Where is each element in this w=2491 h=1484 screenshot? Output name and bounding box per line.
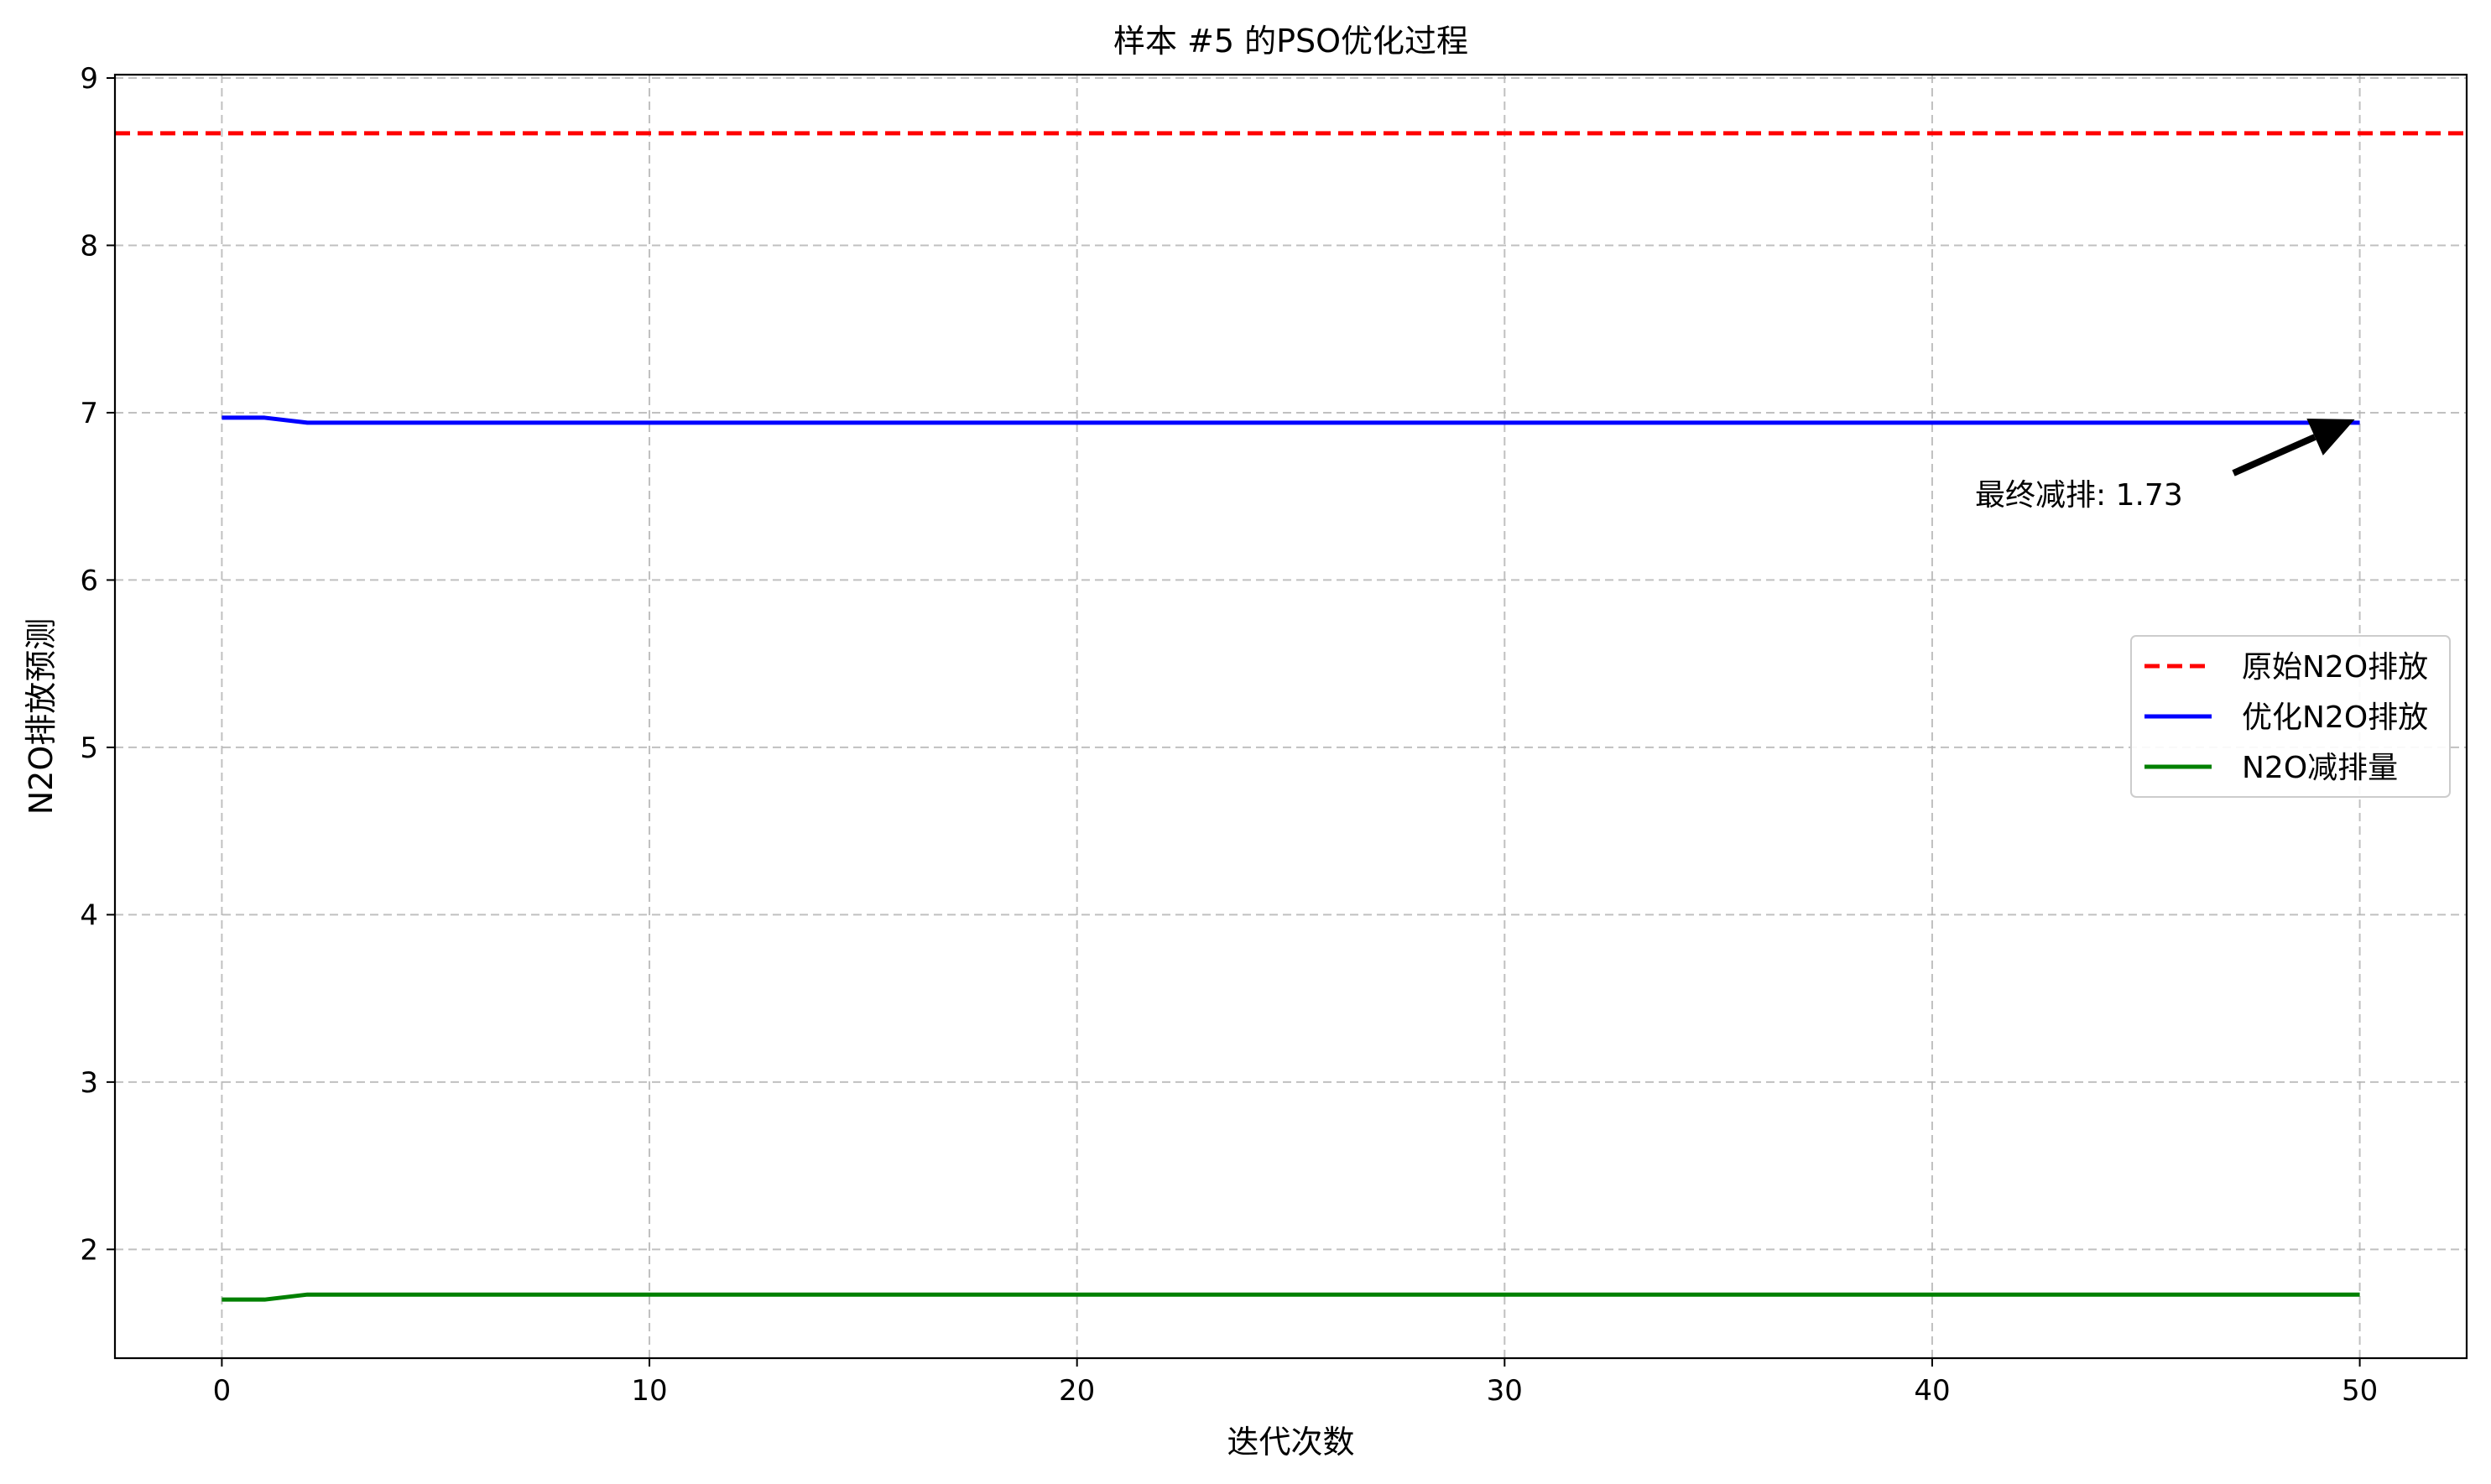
y-tick-label: 2 (80, 1233, 98, 1267)
y-tick-label: 5 (80, 732, 98, 765)
y-axis-label: N2O排放预测 (23, 618, 60, 815)
chart-title: 样本 #5 的PSO优化过程 (1113, 23, 1468, 60)
y-tick-label: 8 (80, 229, 98, 263)
series-line-1 (221, 415, 2360, 425)
y-tick-label: 3 (80, 1066, 98, 1100)
x-axis-ticks: 0 10 20 30 40 50 (213, 1358, 2378, 1408)
annotation: 最终减排: 1.73 (1975, 419, 2355, 513)
series-layer (115, 131, 2467, 1302)
x-tick-label: 20 (1059, 1374, 1095, 1408)
x-axis-label: 迭代次数 (1227, 1424, 1354, 1461)
y-axis-ticks: 2 3 4 5 6 7 8 9 (80, 62, 115, 1267)
x-tick-label: 40 (1914, 1374, 1950, 1408)
x-tick-label: 50 (2342, 1374, 2378, 1408)
grid (115, 75, 2467, 1358)
y-tick-label: 4 (80, 898, 98, 932)
series-line-2 (221, 1292, 2360, 1302)
legend-box (2130, 635, 2451, 798)
legend-label: 原始N2O排放 (2242, 650, 2428, 685)
y-tick-label: 7 (80, 397, 98, 430)
annotation-arrow-head (2306, 419, 2355, 456)
annotation-text: 最终减排: 1.73 (1975, 478, 2183, 513)
x-tick-label: 10 (631, 1374, 667, 1408)
x-tick-label: 30 (1487, 1374, 1523, 1408)
annotation-arrow-shaft (2232, 434, 2316, 476)
legend-label: N2O减排量 (2242, 751, 2398, 785)
y-tick-label: 9 (80, 62, 98, 96)
plot-frame (113, 73, 2468, 1360)
x-tick-label: 0 (213, 1374, 232, 1408)
y-tick-label: 6 (80, 564, 98, 597)
legend-label: 优化N2O排放 (2242, 700, 2428, 735)
